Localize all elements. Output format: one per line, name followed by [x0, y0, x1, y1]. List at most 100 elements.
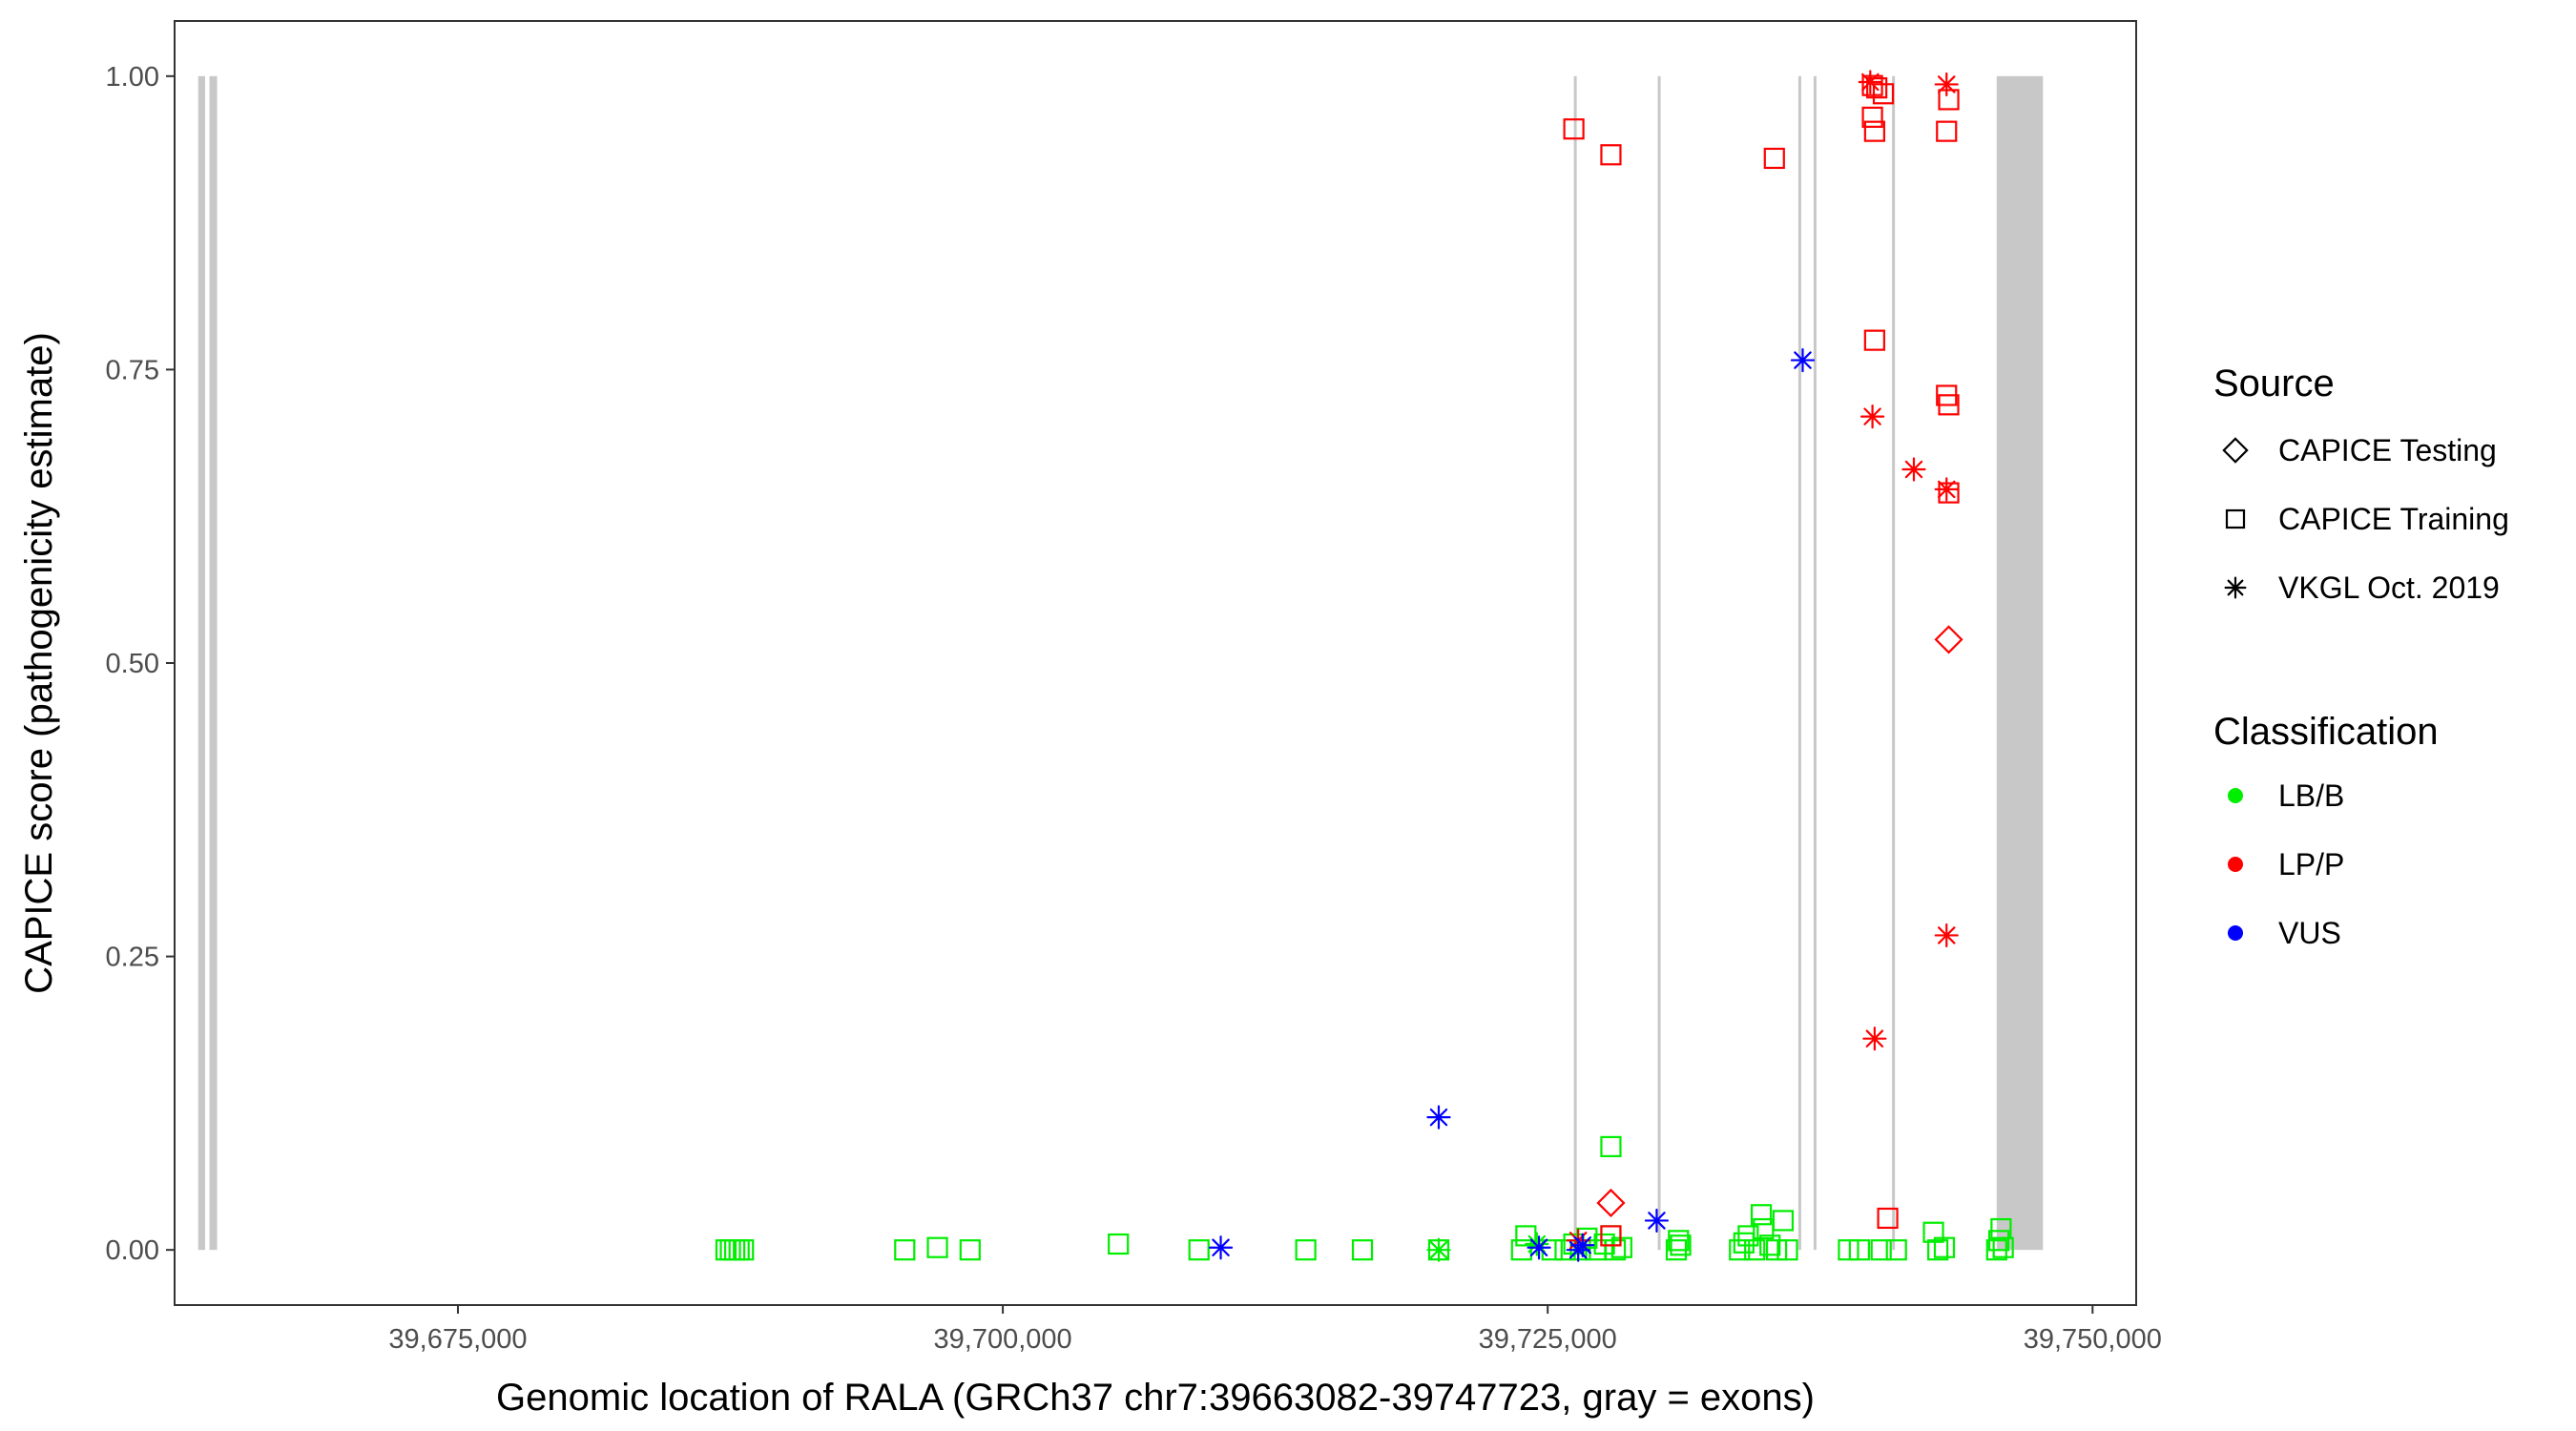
x-tick-label: 39,675,000: [388, 1324, 527, 1355]
data-point-60: [1861, 106, 1883, 128]
legend-source-label: CAPICE Testing: [2278, 433, 2497, 467]
data-point-9: [1108, 1233, 1130, 1255]
data-point-61: [1863, 120, 1885, 142]
data-point-12: [1351, 1239, 1374, 1261]
data-point-50: [1987, 1230, 2010, 1252]
data-point-33: [1733, 1232, 1755, 1254]
data-point-24: [1593, 1233, 1615, 1255]
exon-band-8: [1996, 75, 2044, 1251]
data-point-63: [1859, 404, 1885, 429]
data-point-55: [1763, 147, 1785, 170]
legend-key-dot: [2228, 788, 2243, 803]
data-point-6: [894, 1239, 916, 1261]
data-point-38: [1759, 1234, 1781, 1256]
data-point-72: [1934, 625, 1963, 654]
x-axis-title: Genomic location of RALA (GRCh37 chr7:39…: [496, 1377, 1815, 1419]
data-point-79: [1790, 347, 1816, 373]
exon-band-3: [1573, 75, 1577, 1251]
data-point-30: [1668, 1230, 1690, 1252]
data-point-80: [1426, 1105, 1451, 1130]
data-point-39: [1765, 1239, 1788, 1261]
data-point-35: [1744, 1239, 1766, 1261]
exon-band-6: [1813, 75, 1817, 1251]
data-point-28: [1610, 1236, 1632, 1258]
data-point-42: [1838, 1239, 1859, 1261]
data-point-36: [1750, 1204, 1773, 1226]
data-point-66: [1938, 89, 1960, 111]
y-tick-label: 0.00: [106, 1235, 159, 1266]
data-points: [715, 70, 2014, 1262]
data-point-48: [1933, 1236, 1956, 1258]
data-point-54: [1600, 144, 1622, 166]
legend-classification-label: LP/P: [2278, 847, 2344, 881]
data-point-14: [1426, 1237, 1451, 1262]
data-point-69: [1938, 394, 1960, 416]
legend-source-label: VKGL Oct. 2019: [2278, 570, 2500, 605]
data-point-31: [1670, 1234, 1692, 1256]
y-tick-label: 0.75: [106, 355, 159, 385]
data-point-82: [1644, 1208, 1670, 1234]
y-tick-label: 1.00: [106, 62, 159, 93]
data-point-85: [1570, 1233, 1595, 1257]
data-point-40: [1772, 1210, 1795, 1232]
legend-key-dot: [2228, 925, 2243, 941]
data-point-16: [1515, 1225, 1537, 1247]
legend-source-title: Source: [2213, 363, 2335, 404]
legend-source-items: CAPICE Testing CAPICE Training VKGL Oct. 2…: [2222, 433, 2509, 605]
legend-classification-items: LB/B LP/P VUS: [2228, 778, 2344, 950]
legend-classification-title: Classification: [2213, 711, 2439, 753]
exon-band-1: [197, 75, 205, 1251]
exon-band-2: [209, 75, 218, 1251]
data-point-81: [1208, 1235, 1234, 1260]
legend-classification-label: VUS: [2278, 916, 2341, 950]
data-point-25: [1600, 1135, 1622, 1158]
exon-band-4: [1657, 75, 1661, 1251]
data-point-59: [1872, 83, 1895, 105]
data-point-64: [1901, 457, 1926, 482]
x-axis: 39,675,000 39,700,000 39,725,000 39,750,000: [388, 1305, 2162, 1355]
exon-band-5: [1797, 75, 1801, 1251]
data-point-27: [1604, 1239, 1627, 1261]
data-point-47: [1927, 1239, 1949, 1261]
data-point-67: [1936, 120, 1958, 142]
y-axis: 0.00 0.25 0.50 0.75 1.00: [106, 62, 175, 1266]
legend-key-asterisk: [2224, 576, 2247, 599]
legend-classification-label: LB/B: [2278, 778, 2344, 813]
data-point-46: [1922, 1221, 1944, 1243]
data-point-83: [1527, 1235, 1551, 1260]
data-point-11: [1295, 1239, 1317, 1261]
data-point-71: [1938, 482, 1960, 504]
y-axis-title: CAPICE score (pathogenicity estimate): [18, 332, 60, 994]
data-point-41: [1776, 1239, 1798, 1261]
exon-bands: [197, 75, 2044, 1251]
data-point-43: [1848, 1239, 1870, 1261]
data-point-34: [1737, 1225, 1759, 1247]
data-point-73: [1934, 923, 1959, 948]
data-point-74: [1862, 1027, 1887, 1051]
exon-band-7: [1892, 75, 1896, 1251]
legend: Source CAPICE Testing CAPICE Training VKGL…: [2213, 363, 2509, 950]
data-point-78: [1600, 1225, 1622, 1247]
data-point-44: [1870, 1239, 1892, 1261]
data-point-57: [1861, 74, 1883, 96]
data-point-53: [1563, 118, 1585, 140]
data-point-8: [959, 1239, 981, 1261]
legend-source-label: CAPICE Training: [2278, 502, 2509, 536]
x-tick-label: 39,750,000: [2024, 1324, 2162, 1355]
y-tick-label: 0.25: [106, 943, 159, 973]
x-tick-label: 39,700,000: [934, 1324, 1072, 1355]
y-tick-label: 0.50: [106, 649, 159, 679]
data-point-7: [926, 1236, 948, 1258]
data-point-62: [1863, 329, 1885, 351]
legend-key-diamond: [2222, 437, 2249, 464]
data-point-58: [1866, 77, 1888, 99]
x-tick-label: 39,725,000: [1479, 1324, 1617, 1355]
data-point-5: [733, 1239, 755, 1261]
legend-key-square: [2225, 508, 2246, 529]
data-point-76: [1596, 1188, 1626, 1218]
data-point-52: [1992, 1236, 2014, 1258]
plot-panel-border: [174, 20, 2137, 1306]
data-point-75: [1877, 1207, 1899, 1230]
data-point-10: [1188, 1239, 1210, 1261]
